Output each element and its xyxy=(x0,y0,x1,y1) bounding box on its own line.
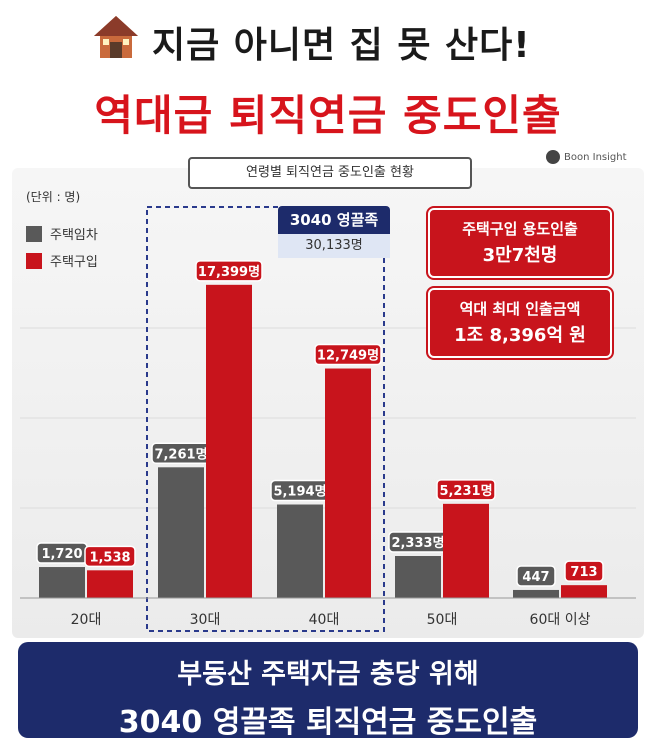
chart-subtitle: 연령별 퇴직연금 중도인출 현황 xyxy=(188,157,472,189)
legend-label-rent: 주택임차 xyxy=(50,228,98,243)
legend-swatch-rent xyxy=(26,225,42,242)
x-tick-label-0: 20대 xyxy=(71,612,102,628)
unit-label: (단위 : 명) xyxy=(26,190,81,204)
data-label-0-3: 2,333명 xyxy=(391,535,444,551)
logo-text: Boon Insight xyxy=(564,151,627,163)
data-label-1-3: 5,231명 xyxy=(439,483,492,499)
bar-1-3 xyxy=(443,503,489,598)
x-tick-label-3: 50대 xyxy=(427,612,458,628)
highlight-label: 3040 영끌족 xyxy=(278,206,390,234)
logo: Boon Insight xyxy=(546,150,627,164)
data-label-1-4: 713 xyxy=(570,565,597,580)
bar-0-0 xyxy=(39,567,85,598)
x-tick-label-1: 30대 xyxy=(190,612,221,628)
footer-line2: 3040 영끌족 퇴직연금 중도인출 xyxy=(118,705,538,740)
legend-item-purchase: 주택구입 xyxy=(26,251,98,270)
data-label-0-0: 1,720 xyxy=(41,547,82,562)
annotation-1-line2: 3만7천명 xyxy=(482,245,558,266)
highlight-value: 30,133명 xyxy=(278,234,390,258)
data-label-bg-0-4 xyxy=(516,565,556,587)
bar-1-2 xyxy=(325,368,371,598)
footer-line1: 부동산 주택자금 충당 위해 xyxy=(177,659,479,690)
data-label-bg-1-4 xyxy=(564,560,604,582)
bar-0-1 xyxy=(158,467,204,598)
data-label-0-1: 7,261명 xyxy=(154,446,207,462)
legend: 주택임차 주택구입 xyxy=(26,224,98,278)
data-label-0-2: 5,194명 xyxy=(273,484,326,500)
bar-1-0 xyxy=(87,570,133,598)
annotation-purchase-total: 주택구입 용도인출 3만7천명 xyxy=(428,208,612,278)
data-label-1-1: 17,399명 xyxy=(198,264,260,280)
bar-1-4 xyxy=(561,585,607,598)
x-tick-label-4: 60대 이상 xyxy=(530,612,591,628)
legend-swatch-purchase xyxy=(26,252,42,269)
annotation-max-amount: 역대 최대 인출금액 1조 8,396억 원 xyxy=(428,288,612,358)
main-title: 역대급 퇴직연금 중도인출 xyxy=(94,91,562,140)
house-icon xyxy=(94,16,138,58)
annotation-2-line2: 1조 8,396억 원 xyxy=(454,325,586,346)
data-label-1-0: 1,538 xyxy=(89,550,130,565)
legend-item-rent: 주택임차 xyxy=(26,224,98,243)
data-label-bg-1-2 xyxy=(314,343,382,366)
annotation-2-line1: 역대 최대 인출금액 xyxy=(459,300,581,318)
bar-0-3 xyxy=(395,556,441,598)
footer-banner: 부동산 주택자금 충당 위해 3040 영끌족 퇴직연금 중도인출 xyxy=(18,642,638,740)
bar-1-1 xyxy=(206,284,252,598)
bar-0-2 xyxy=(277,504,323,598)
bar-0-4 xyxy=(513,589,559,598)
annotation-1-line1: 주택구입 용도인출 xyxy=(462,220,578,238)
logo-icon xyxy=(546,150,560,164)
data-label-1-2: 12,749명 xyxy=(317,348,379,364)
header: 지금 아니면 집 못 산다! 역대급 퇴직연금 중도인출 xyxy=(0,0,656,150)
highlight-box xyxy=(146,206,385,632)
x-tick-label-2: 40대 xyxy=(309,612,340,628)
data-label-bg-1-1 xyxy=(195,260,263,282)
data-label-bg-1-0 xyxy=(84,545,136,568)
legend-label-purchase: 주택구입 xyxy=(50,255,98,270)
data-label-bg-1-3 xyxy=(436,479,496,501)
data-label-0-4: 447 xyxy=(522,570,549,585)
headline-text: 지금 아니면 집 못 산다! xyxy=(152,25,531,66)
